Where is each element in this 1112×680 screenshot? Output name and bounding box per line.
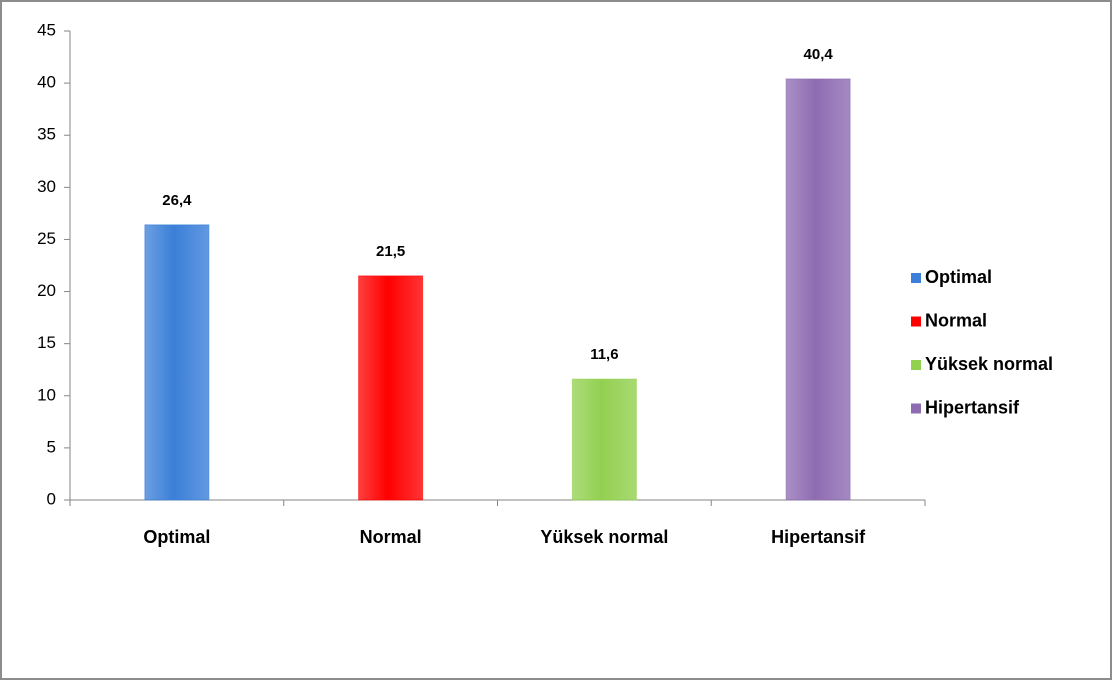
legend-label: Hipertansif	[925, 397, 1020, 417]
bar	[785, 78, 851, 501]
y-tick-label: 40	[37, 73, 56, 92]
y-tick-label: 5	[47, 437, 56, 456]
y-tick-label: 20	[37, 281, 56, 300]
legend-label: Optimal	[925, 267, 992, 287]
bar	[358, 275, 424, 501]
data-label: 26,4	[162, 192, 192, 209]
data-label: 21,5	[376, 243, 405, 260]
y-tick-label: 25	[37, 229, 56, 248]
y-tick-label: 35	[37, 125, 56, 144]
x-tick-label: Optimal	[143, 527, 210, 547]
legend-label: Normal	[925, 310, 987, 330]
y-tick-label: 10	[37, 385, 56, 404]
x-tick-label: Yüksek normal	[540, 527, 668, 547]
legend-swatch	[911, 403, 921, 414]
y-tick-label: 45	[37, 20, 56, 39]
legend-swatch	[911, 273, 921, 283]
data-label: 40,4	[804, 46, 834, 63]
legend-swatch	[911, 316, 921, 327]
y-tick-label: 15	[37, 333, 56, 352]
data-label: 11,6	[590, 346, 618, 363]
legend-label: Yüksek normal	[925, 354, 1053, 374]
x-tick-label: Hipertansif	[771, 527, 866, 547]
legend-swatch	[911, 360, 921, 370]
y-tick-label: 0	[47, 489, 56, 508]
bar	[571, 378, 637, 501]
x-tick-label: Normal	[360, 527, 422, 547]
y-tick-label: 30	[37, 177, 56, 196]
bar	[144, 224, 210, 501]
